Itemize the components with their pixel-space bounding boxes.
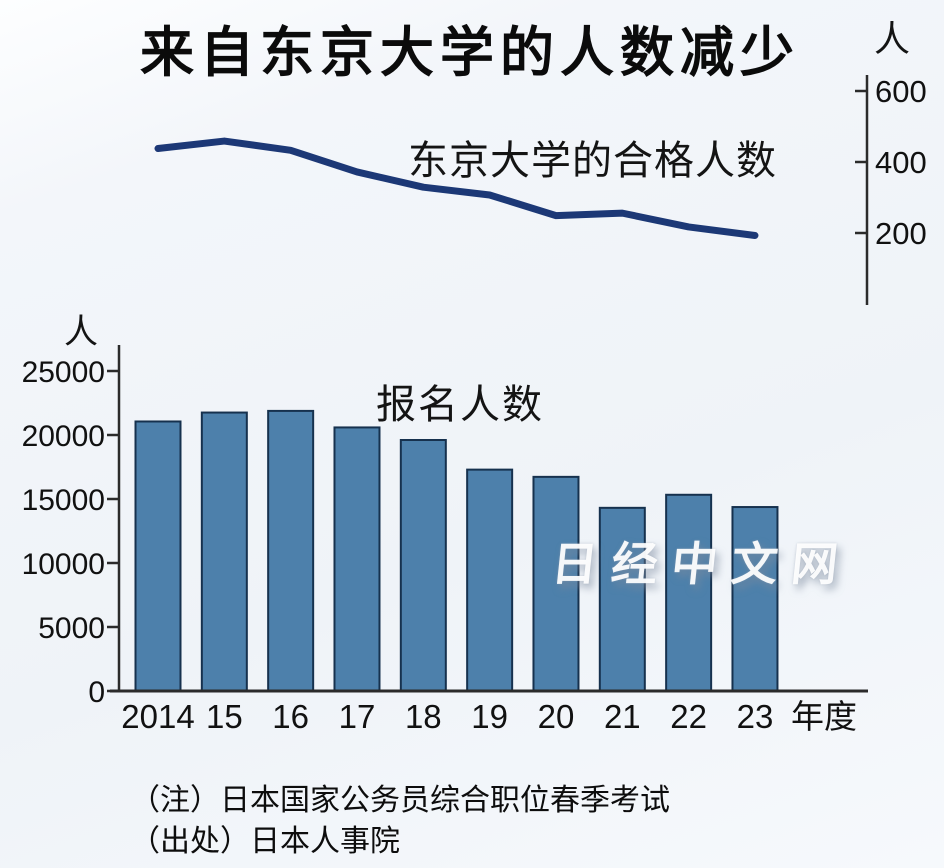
applicants-bar-23 — [731, 506, 779, 692]
bar-chart-x-tick-label-20: 20 — [538, 698, 575, 735]
applicants-bar-17 — [333, 426, 381, 692]
line-chart-y-tick-label-400: 400 — [875, 145, 927, 180]
bar-chart-y-tick-label-10000: 10000 — [22, 548, 105, 581]
bar-chart-x-tick-label-23: 23 — [737, 698, 774, 735]
bar-chart-x-tick-label-15: 15 — [206, 698, 243, 735]
bar-chart-x-tick-label-2014: 2014 — [121, 698, 194, 735]
applicants-bar-2014 — [134, 420, 182, 692]
bar-chart-y-tick-label-0: 0 — [88, 676, 105, 709]
bar-chart-x-tick-label-18: 18 — [405, 698, 442, 735]
footnotes: （注）日本国家公务员综合职位春季考试 （出处）日本人事院 — [130, 780, 670, 862]
bar-chart-y-tick-label-15000: 15000 — [22, 484, 105, 517]
line-chart-y-tick-label-200: 200 — [875, 216, 927, 251]
page-title: 来自东京大学的人数减少 — [140, 23, 800, 83]
qualified-count-line-series — [154, 137, 759, 239]
bar-series-label: 报名人数 — [376, 383, 544, 427]
bar-chart-unit-label: 人 — [64, 313, 98, 351]
bar-chart-x-axis-label: 年度 — [791, 698, 857, 735]
bar-chart-x-tick-label-22: 22 — [670, 698, 707, 735]
applicants-bar-19 — [466, 468, 514, 692]
applicants-bar-15 — [200, 411, 248, 692]
bar-chart-x-tick-label-17: 17 — [339, 698, 376, 735]
applicants-bar-16 — [267, 409, 315, 692]
applicants-bar-18 — [399, 439, 447, 692]
bar-chart-y-tick-label-25000: 25000 — [22, 356, 105, 389]
footnote-source-note: （注）日本国家公务员综合职位春季考试 — [130, 784, 670, 817]
bar-chart-x-tick-label-16: 16 — [272, 698, 309, 735]
line-chart-unit-label: 人 — [874, 18, 911, 59]
line-series-label: 东京大学的合格人数 — [408, 139, 777, 183]
footnote-source-org: （出处）日本人事院 — [130, 825, 400, 858]
watermark: 日经中文网 — [548, 538, 855, 590]
line-chart-y-tick-label-600: 600 — [875, 74, 927, 109]
bar-chart-y-tick-label-5000: 5000 — [38, 612, 105, 645]
bar-chart-x-tick-label-19: 19 — [471, 698, 508, 735]
applicants-bar-21 — [598, 506, 646, 692]
bar-chart-x-tick-label-21: 21 — [604, 698, 641, 735]
bar-chart-y-tick-label-20000: 20000 — [22, 420, 105, 453]
